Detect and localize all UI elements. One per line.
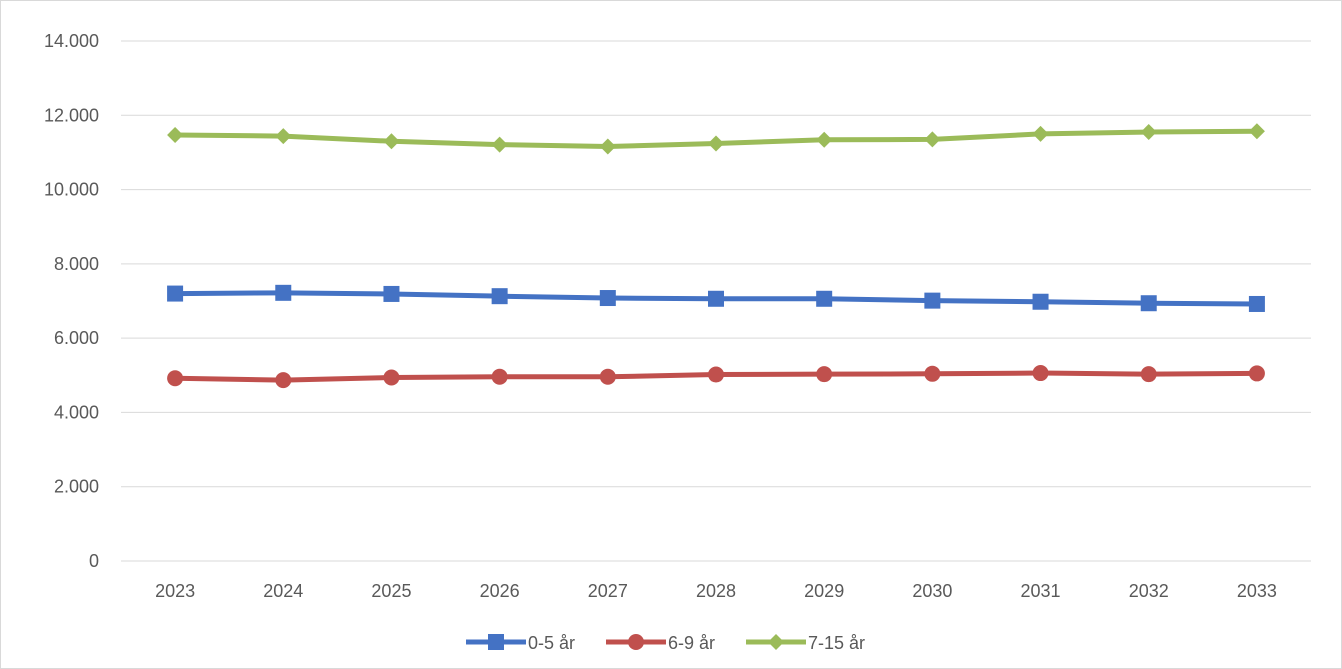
data-point xyxy=(383,285,400,302)
data-point xyxy=(1032,293,1049,310)
data-point xyxy=(383,369,400,386)
y-tick-label: 14.000 xyxy=(44,31,99,51)
data-point xyxy=(924,131,941,148)
x-tick-label: 2024 xyxy=(263,581,303,601)
y-tick-label: 2.000 xyxy=(54,477,99,497)
legend-label: 6-9 år xyxy=(668,633,715,653)
data-point xyxy=(708,290,724,307)
gridlines xyxy=(121,40,1311,562)
data-point xyxy=(275,284,292,301)
data-point xyxy=(599,138,616,155)
series-group xyxy=(167,123,1265,389)
data-point xyxy=(167,126,184,143)
legend: 0-5 år 6-9 år 7-15 år xyxy=(466,633,865,653)
x-tick-label: 2023 xyxy=(155,581,195,601)
data-point xyxy=(924,365,941,382)
data-point xyxy=(491,288,508,305)
legend-marker xyxy=(768,634,784,650)
data-point xyxy=(167,370,184,387)
data-point xyxy=(708,366,724,383)
y-tick-label: 10.000 xyxy=(44,180,99,200)
data-point xyxy=(1248,295,1265,312)
legend-label: 0-5 år xyxy=(528,633,575,653)
data-point xyxy=(816,290,833,307)
y-tick-label: 0 xyxy=(89,551,99,571)
data-point xyxy=(275,128,292,145)
data-point xyxy=(1248,123,1265,140)
legend-marker xyxy=(488,634,504,650)
data-point xyxy=(924,292,941,309)
data-point xyxy=(383,133,400,150)
data-point xyxy=(491,136,508,153)
x-tick-label: 2028 xyxy=(696,581,736,601)
series-2 xyxy=(167,123,1265,155)
data-point xyxy=(599,290,616,307)
data-point xyxy=(1140,366,1157,383)
y-tick-label: 12.000 xyxy=(44,105,99,125)
x-tick-label: 2032 xyxy=(1129,581,1169,601)
data-point xyxy=(1140,124,1157,140)
legend-item: 0-5 år xyxy=(466,633,575,653)
data-point xyxy=(599,368,616,385)
data-point xyxy=(1032,365,1049,382)
data-point xyxy=(708,135,724,152)
series-1 xyxy=(167,365,1265,389)
x-axis-tick-labels: 2023 2024 2025 2026 2027 2028 2029 2030 2031 2032… xyxy=(155,581,1277,601)
legend-item: 6-9 år xyxy=(606,633,715,653)
data-point xyxy=(1140,295,1157,312)
legend-item: 7-15 år xyxy=(746,633,865,653)
legend-marker xyxy=(628,634,644,650)
y-axis-tick-labels: 0 2.000 4.000 6.000 8.000 10.000 12.000 14.000 xyxy=(44,31,99,571)
x-tick-label: 2026 xyxy=(480,581,520,601)
data-point xyxy=(816,131,833,148)
x-tick-label: 2030 xyxy=(912,581,952,601)
y-tick-label: 8.000 xyxy=(54,254,99,274)
series-0 xyxy=(167,284,1265,312)
data-point xyxy=(816,366,833,383)
x-tick-label: 2027 xyxy=(588,581,628,601)
y-tick-label: 4.000 xyxy=(54,402,99,422)
x-tick-label: 2033 xyxy=(1237,581,1277,601)
data-point xyxy=(275,372,292,389)
x-tick-label: 2031 xyxy=(1021,581,1061,601)
y-tick-label: 6.000 xyxy=(54,328,99,348)
data-point xyxy=(1248,365,1265,382)
data-point xyxy=(167,285,184,302)
x-tick-label: 2029 xyxy=(804,581,844,601)
x-tick-label: 2025 xyxy=(371,581,411,601)
data-point xyxy=(491,368,508,385)
data-point xyxy=(1032,125,1049,142)
legend-label: 7-15 år xyxy=(808,633,865,653)
